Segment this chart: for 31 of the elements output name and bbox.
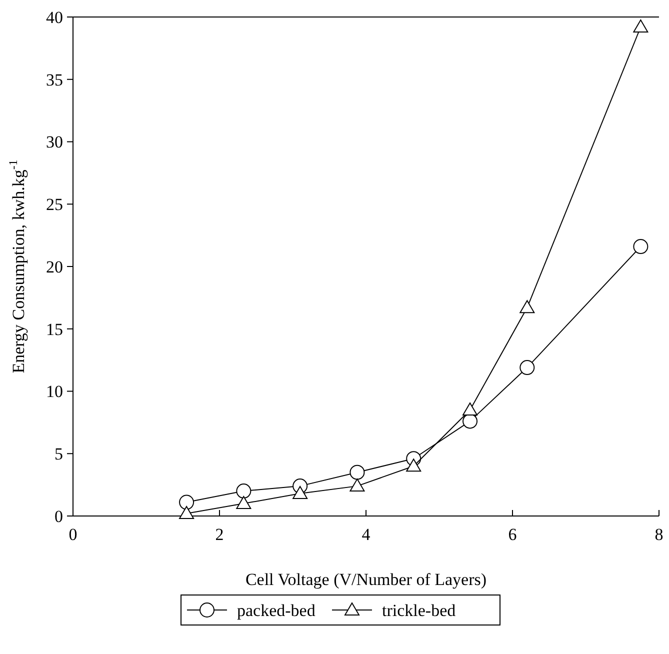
y-tick-label: 0 [54, 506, 63, 526]
point [350, 478, 365, 492]
legend-label: packed-bed [237, 600, 316, 620]
y-tick-label: 25 [46, 195, 63, 214]
x-tick-label: 6 [508, 525, 517, 544]
y-tick-label: 30 [46, 132, 63, 152]
x-tick-label: 8 [654, 525, 664, 544]
legend-label: trickle-bed [382, 600, 456, 620]
point [520, 360, 535, 376]
point [292, 486, 308, 500]
point [633, 19, 648, 32]
y-tick-label: 5 [54, 444, 63, 464]
y-tick-label: 20 [46, 257, 63, 276]
y-tick-label: 35 [46, 70, 63, 90]
point [179, 494, 194, 510]
point [179, 506, 194, 520]
x-tick-label: 4 [362, 525, 371, 544]
x-axis-title: Cell Voltage (V/Number of Layers) [245, 570, 487, 589]
x-tick-label: 0 [68, 525, 78, 544]
point [633, 239, 648, 254]
y-tick-label: 15 [46, 320, 63, 339]
x-tick-label: 2 [215, 525, 224, 544]
point [236, 484, 252, 499]
point [350, 464, 365, 480]
point [462, 414, 478, 429]
y-tick-label: 10 [46, 382, 63, 402]
y-tick-label: 40 [46, 8, 63, 27]
point [520, 300, 535, 314]
point [462, 402, 478, 416]
point [406, 458, 422, 472]
point [236, 496, 252, 510]
